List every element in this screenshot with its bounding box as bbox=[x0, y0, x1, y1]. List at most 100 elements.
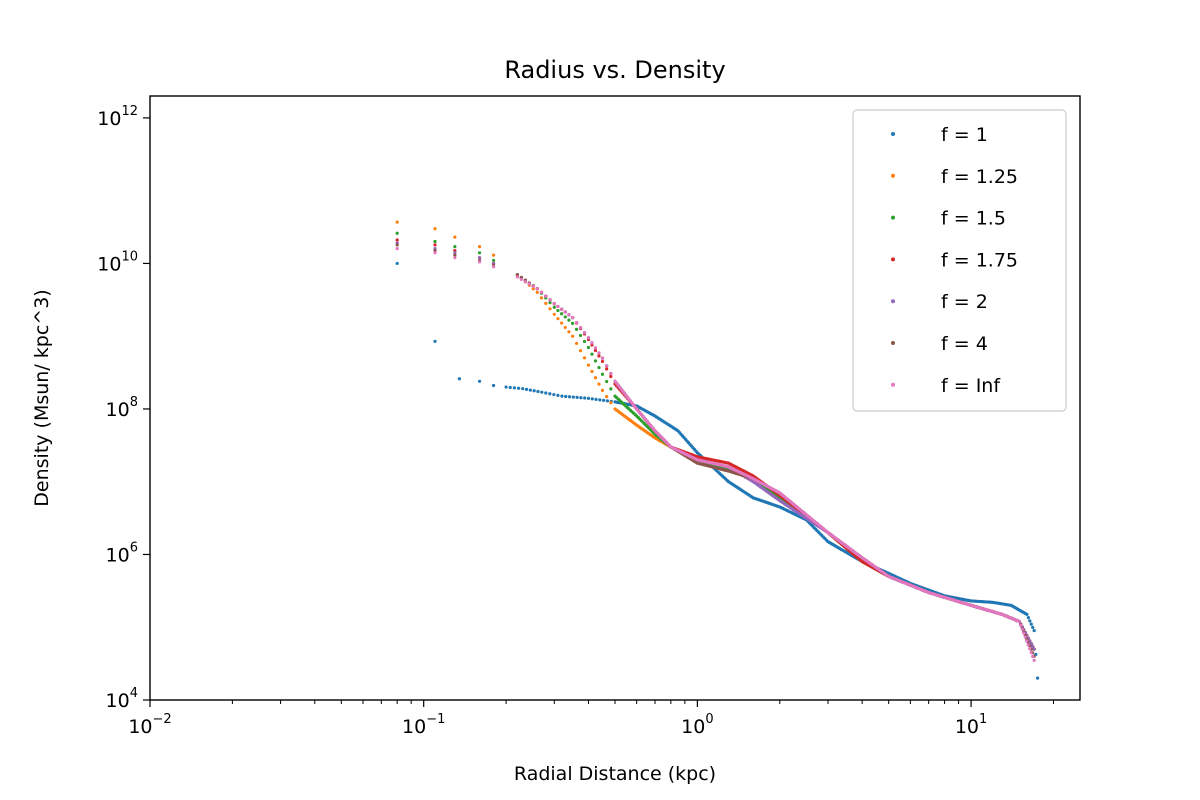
data-point bbox=[556, 317, 560, 321]
data-point bbox=[552, 392, 556, 397]
data-layer bbox=[395, 220, 1040, 680]
legend: f = 1 f = 1.25 f = 1.5 f = 1.75 f = 2 f = 4 f … bbox=[852, 109, 1067, 412]
data-point bbox=[515, 273, 520, 277]
data-point bbox=[609, 401, 613, 405]
data-point bbox=[531, 287, 535, 291]
y-tick-exponent: 8 bbox=[130, 395, 138, 410]
y-tick-exponent: 12 bbox=[121, 104, 138, 119]
data-point bbox=[579, 396, 583, 400]
data-point bbox=[1026, 643, 1030, 647]
data-point bbox=[539, 296, 544, 300]
data-point bbox=[491, 383, 496, 388]
legend-marker bbox=[891, 299, 895, 304]
data-point bbox=[571, 395, 575, 399]
data-point bbox=[1028, 619, 1032, 623]
chart-title: Radius vs. Density bbox=[504, 56, 725, 84]
legend-label: f = 2 bbox=[941, 291, 988, 313]
data-point bbox=[524, 387, 529, 391]
data-point bbox=[477, 260, 482, 264]
data-point bbox=[453, 256, 457, 260]
data-point bbox=[540, 390, 544, 394]
data-point bbox=[395, 238, 399, 242]
legend-label: f = 1 bbox=[941, 124, 988, 146]
data-point bbox=[395, 246, 399, 251]
data-point bbox=[1036, 676, 1040, 680]
data-point bbox=[539, 290, 544, 295]
data-point bbox=[433, 239, 437, 244]
data-point bbox=[491, 265, 496, 269]
data-point bbox=[1028, 647, 1032, 651]
data-point bbox=[556, 308, 560, 313]
data-point bbox=[578, 326, 583, 330]
legend-marker bbox=[891, 341, 895, 345]
data-point bbox=[1029, 622, 1033, 626]
data-point bbox=[523, 280, 527, 284]
data-point bbox=[567, 318, 571, 322]
data-point bbox=[609, 374, 613, 379]
data-point bbox=[594, 397, 598, 401]
data-point bbox=[560, 307, 564, 311]
data-point bbox=[512, 386, 516, 390]
data-point bbox=[548, 307, 552, 311]
data-point bbox=[1031, 625, 1035, 629]
data-point bbox=[567, 330, 571, 334]
data-point bbox=[521, 387, 525, 391]
data-point bbox=[560, 321, 564, 325]
y-tick-label: 1010 bbox=[97, 249, 138, 275]
data-point bbox=[600, 388, 605, 392]
data-point bbox=[535, 287, 539, 291]
data-point bbox=[571, 321, 575, 325]
data-point bbox=[395, 231, 399, 235]
data-point bbox=[395, 261, 399, 266]
data-point bbox=[1032, 628, 1036, 633]
data-point bbox=[605, 367, 609, 371]
data-point bbox=[515, 275, 520, 279]
data-point bbox=[600, 356, 605, 360]
data-point bbox=[1025, 612, 1029, 617]
data-point bbox=[552, 312, 556, 316]
data-point bbox=[586, 396, 591, 400]
series-6 bbox=[395, 246, 1036, 663]
data-point bbox=[548, 392, 552, 396]
data-point bbox=[600, 372, 605, 376]
data-point bbox=[1031, 654, 1035, 659]
data-point bbox=[583, 396, 587, 400]
data-point bbox=[556, 304, 560, 309]
data-point bbox=[582, 339, 587, 344]
y-tick-label: 104 bbox=[106, 686, 138, 712]
data-point bbox=[477, 251, 482, 255]
data-point bbox=[602, 398, 606, 402]
legend-marker bbox=[891, 215, 895, 220]
series-0 bbox=[395, 261, 1040, 680]
data-point bbox=[597, 365, 601, 370]
data-point bbox=[531, 284, 535, 288]
x-tick-exponent: −2 bbox=[153, 712, 172, 727]
data-point bbox=[593, 359, 598, 363]
legend-box bbox=[852, 109, 1067, 412]
data-point bbox=[574, 341, 579, 346]
data-point bbox=[453, 251, 457, 255]
data-point bbox=[578, 333, 583, 338]
data-point bbox=[564, 394, 568, 399]
data-point bbox=[1025, 639, 1029, 643]
data-point bbox=[433, 249, 437, 253]
data-point bbox=[563, 325, 567, 330]
data-point bbox=[586, 345, 591, 350]
data-point bbox=[504, 385, 508, 389]
data-point bbox=[544, 294, 548, 298]
x-tick-label: 10−2 bbox=[128, 712, 171, 738]
data-point bbox=[560, 394, 564, 398]
data-point bbox=[1022, 631, 1026, 635]
data-point bbox=[1020, 627, 1024, 631]
data-point bbox=[578, 349, 583, 353]
legend-label: f = 1.75 bbox=[941, 249, 1018, 271]
data-point bbox=[544, 301, 548, 305]
data-point bbox=[535, 290, 539, 294]
data-point bbox=[597, 382, 601, 386]
data-point bbox=[575, 395, 579, 399]
x-axis-label: Radial Distance (kpc) bbox=[514, 763, 716, 785]
legend-label: f = 1.25 bbox=[941, 166, 1018, 188]
data-point bbox=[598, 398, 602, 402]
data-point bbox=[453, 253, 457, 257]
